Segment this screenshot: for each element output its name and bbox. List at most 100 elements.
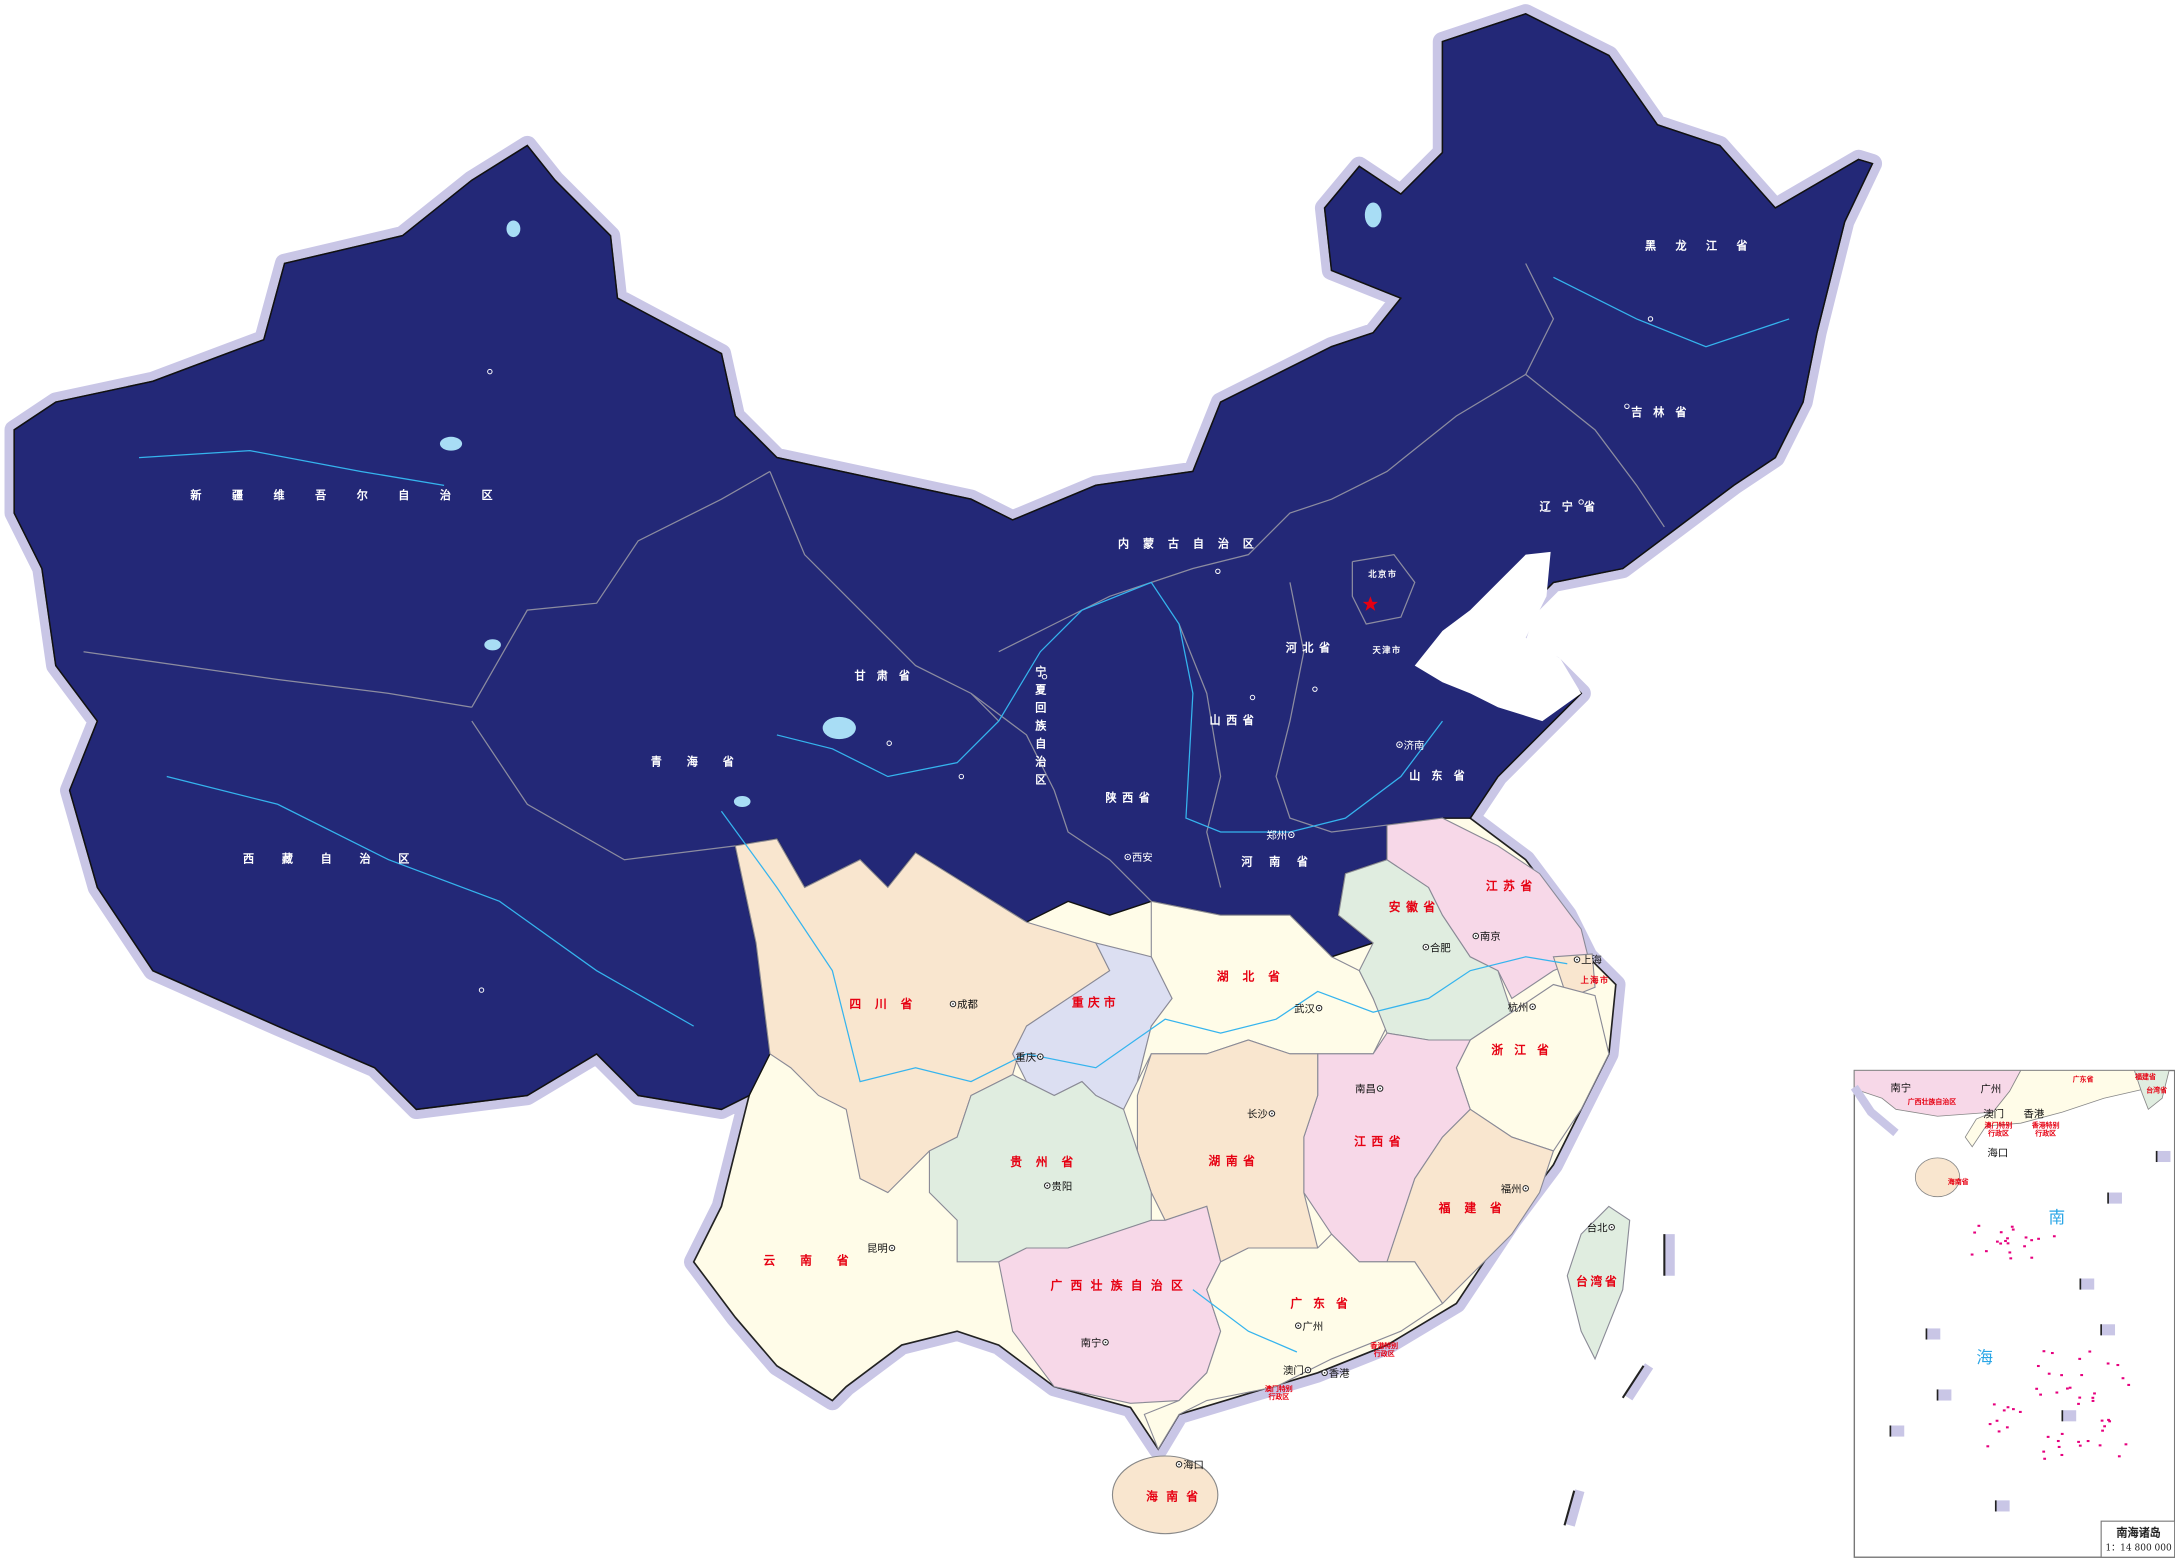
inset-province-label: 广西壮族自治区 bbox=[1908, 1097, 1957, 1106]
city-name: 重庆 bbox=[1015, 1051, 1036, 1064]
province-label-dark: 新疆维吾尔自治区 bbox=[190, 488, 523, 502]
island-dot bbox=[1997, 1430, 2001, 1433]
city-上海[interactable]: 上海 bbox=[1573, 954, 1602, 967]
island-dot bbox=[2008, 1251, 2012, 1254]
city-昆明[interactable]: 昆明 bbox=[867, 1243, 896, 1255]
island-dot bbox=[1999, 1231, 2003, 1234]
province-border bbox=[83, 651, 472, 708]
province-hainan bbox=[1111, 1455, 1219, 1535]
city-name: 郑州 bbox=[1266, 829, 1287, 842]
city-南京[interactable]: 南京 bbox=[1472, 930, 1501, 943]
province-label: 广东省 bbox=[1290, 1297, 1359, 1311]
city-澳门[interactable]: 澳门 bbox=[1283, 1364, 1312, 1377]
boundary-dash bbox=[1563, 1490, 1576, 1526]
special-region-label: 澳门特别行政区 bbox=[1265, 1384, 1293, 1401]
inset-legend-box bbox=[2100, 1520, 2175, 1558]
province-border bbox=[1525, 373, 1665, 528]
inset-province-label: 海南省 bbox=[1948, 1177, 1969, 1186]
island-dot bbox=[2107, 1418, 2110, 1421]
island-dot bbox=[2101, 1429, 2104, 1432]
province-label: 海南省 bbox=[1146, 1489, 1206, 1503]
lake bbox=[733, 795, 751, 808]
rivers bbox=[138, 276, 1790, 1353]
island-dot bbox=[2103, 1425, 2106, 1428]
river bbox=[776, 581, 1443, 833]
city-南昌[interactable]: 南昌 bbox=[1355, 1083, 1384, 1096]
city-marker-icon bbox=[958, 773, 965, 780]
island-dot bbox=[1988, 1423, 1992, 1426]
province-label-dark: 山东省 bbox=[1409, 768, 1476, 782]
lake bbox=[439, 436, 463, 451]
island-dot bbox=[2012, 1408, 2015, 1411]
island-dot bbox=[2091, 1399, 2095, 1402]
city-name: 昆明 bbox=[867, 1243, 888, 1255]
inset-city: 广州 bbox=[1981, 1084, 2002, 1096]
city-贵阳[interactable]: 贵阳 bbox=[1044, 1180, 1073, 1193]
city-郑州[interactable]: 郑州 bbox=[1266, 829, 1295, 842]
island-dot bbox=[2037, 1237, 2040, 1240]
island-dot bbox=[1973, 1231, 1977, 1234]
city-成都[interactable]: 成都 bbox=[949, 999, 978, 1011]
inset-scale: 1：14 800 000 bbox=[2105, 1543, 2172, 1553]
island-dot bbox=[2046, 1435, 2050, 1438]
city-长沙[interactable]: 长沙 bbox=[1247, 1109, 1276, 1121]
city-台北[interactable]: 台北 bbox=[1587, 1221, 1615, 1234]
city-广州[interactable]: 广州 bbox=[1295, 1321, 1324, 1333]
island-dot bbox=[2066, 1387, 2069, 1390]
city-marker-icon bbox=[1624, 403, 1630, 409]
island-dot bbox=[2055, 1391, 2059, 1394]
sea-label: 海 bbox=[1976, 1348, 1993, 1367]
city-重庆[interactable]: 重庆 bbox=[1015, 1051, 1044, 1064]
inset-title: 南海诸岛 bbox=[2116, 1525, 2160, 1539]
island-dot bbox=[2056, 1439, 2060, 1443]
city-福州[interactable]: 福州 bbox=[1501, 1183, 1529, 1196]
city-marker-icon bbox=[1215, 568, 1221, 575]
island-dot bbox=[2060, 1432, 2064, 1435]
city-西安[interactable]: 西安 bbox=[1124, 851, 1153, 864]
island-dot bbox=[2042, 1350, 2046, 1353]
city-marker-icon bbox=[1249, 694, 1256, 701]
island-dot bbox=[2039, 1393, 2042, 1396]
city-name: 海口 bbox=[1183, 1458, 1204, 1471]
province-label: 上海市 bbox=[1580, 975, 1609, 985]
boundary-dash bbox=[1926, 1328, 1941, 1340]
lake bbox=[1364, 202, 1382, 228]
province-label-dark: 北京市 bbox=[1368, 569, 1397, 579]
city-武汉[interactable]: 武汉 bbox=[1294, 1002, 1323, 1015]
island-dot bbox=[2035, 1387, 2039, 1390]
city-name: 香港 bbox=[1329, 1368, 1350, 1380]
island-dot bbox=[2068, 1386, 2072, 1389]
city-name: 合肥 bbox=[1430, 941, 1451, 954]
city-name: 广州 bbox=[1302, 1321, 1323, 1333]
city-海口[interactable]: 海口 bbox=[1175, 1458, 1204, 1471]
province-border bbox=[998, 263, 1555, 653]
boundary-dash bbox=[1937, 1389, 1952, 1401]
river bbox=[1553, 276, 1790, 348]
province-border bbox=[1351, 553, 1416, 625]
sea-label: 南 bbox=[2048, 1208, 2065, 1227]
city-南宁[interactable]: 南宁 bbox=[1081, 1336, 1109, 1349]
city-marker-icon bbox=[487, 368, 493, 375]
city-香港[interactable]: 香港 bbox=[1321, 1368, 1350, 1380]
city-济南[interactable]: 济南 bbox=[1396, 739, 1425, 752]
province-label: 江西省 bbox=[1354, 1134, 1406, 1148]
city-name: 福州 bbox=[1501, 1183, 1522, 1196]
island-dot bbox=[2100, 1419, 2104, 1422]
inset-city: 海口 bbox=[1987, 1146, 2008, 1159]
island-dot bbox=[2127, 1383, 2131, 1386]
province-border bbox=[471, 720, 736, 861]
island-dot bbox=[2124, 1443, 2128, 1446]
inset-special-region: 澳门特别行政区 bbox=[1985, 1120, 2013, 1137]
island-dot bbox=[2077, 1440, 2080, 1443]
bohai-sea bbox=[1414, 551, 1582, 722]
lake bbox=[506, 220, 521, 238]
inset-province-label: 广东省 bbox=[2073, 1075, 2094, 1084]
city-杭州[interactable]: 杭州 bbox=[1508, 1001, 1536, 1014]
province-label-dark: 山西省 bbox=[1210, 713, 1260, 727]
city-合肥[interactable]: 合肥 bbox=[1422, 941, 1451, 954]
province-label-dark: 河南省 bbox=[1241, 854, 1324, 868]
island-dot bbox=[2030, 1239, 2034, 1242]
province-label-dark: 辽宁省 bbox=[1540, 499, 1607, 513]
river bbox=[138, 450, 445, 486]
